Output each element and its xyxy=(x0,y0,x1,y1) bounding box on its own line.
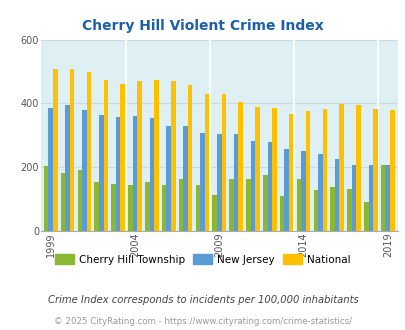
Bar xyxy=(212,195,216,231)
Bar xyxy=(128,185,132,231)
Bar xyxy=(188,85,192,231)
Bar xyxy=(70,69,74,231)
Bar xyxy=(145,182,149,231)
Bar xyxy=(330,187,334,231)
Bar xyxy=(380,165,384,231)
Bar xyxy=(115,117,120,231)
Bar xyxy=(384,165,389,231)
Bar xyxy=(216,134,221,231)
Bar xyxy=(154,81,158,231)
Bar xyxy=(87,73,91,231)
Bar xyxy=(137,82,141,231)
Bar xyxy=(279,196,283,231)
Bar xyxy=(271,108,276,231)
Bar xyxy=(120,83,125,231)
Bar xyxy=(233,134,238,231)
Bar xyxy=(171,82,175,231)
Bar xyxy=(288,114,293,231)
Bar xyxy=(48,108,53,231)
Bar xyxy=(61,173,65,231)
Bar xyxy=(149,118,154,231)
Legend: Cherry Hill Township, New Jersey, National: Cherry Hill Township, New Jersey, Nation… xyxy=(51,250,354,269)
Bar xyxy=(204,94,209,231)
Bar xyxy=(301,150,305,231)
Bar xyxy=(65,105,70,231)
Bar xyxy=(351,165,356,231)
Text: Crime Index corresponds to incidents per 100,000 inhabitants: Crime Index corresponds to incidents per… xyxy=(47,295,358,305)
Bar xyxy=(296,179,301,231)
Bar xyxy=(267,142,271,231)
Bar xyxy=(368,165,372,231)
Bar xyxy=(178,179,183,231)
Bar xyxy=(245,179,250,231)
Bar xyxy=(103,81,108,231)
Bar xyxy=(82,111,87,231)
Text: Cherry Hill Violent Crime Index: Cherry Hill Violent Crime Index xyxy=(82,19,323,33)
Bar xyxy=(195,185,200,231)
Bar xyxy=(94,182,99,231)
Bar xyxy=(356,105,360,231)
Bar xyxy=(346,189,351,231)
Bar xyxy=(372,109,377,231)
Bar xyxy=(322,109,326,231)
Bar xyxy=(77,170,82,231)
Bar xyxy=(221,94,226,231)
Bar xyxy=(363,202,368,231)
Bar xyxy=(284,149,288,231)
Bar xyxy=(313,190,317,231)
Bar xyxy=(200,133,204,231)
Bar xyxy=(262,175,267,231)
Bar xyxy=(229,179,233,231)
Bar xyxy=(305,112,309,231)
Bar xyxy=(183,126,188,231)
Bar xyxy=(238,102,242,231)
Bar xyxy=(111,184,115,231)
Bar xyxy=(250,141,255,231)
Bar xyxy=(162,185,166,231)
Bar xyxy=(389,110,394,231)
Bar xyxy=(53,69,58,231)
Bar xyxy=(339,104,343,231)
Bar xyxy=(44,166,48,231)
Bar xyxy=(255,107,259,231)
Text: © 2025 CityRating.com - https://www.cityrating.com/crime-statistics/: © 2025 CityRating.com - https://www.city… xyxy=(54,317,351,326)
Bar xyxy=(166,126,171,231)
Bar xyxy=(132,116,137,231)
Bar xyxy=(334,159,339,231)
Bar xyxy=(99,115,103,231)
Bar xyxy=(317,154,322,231)
